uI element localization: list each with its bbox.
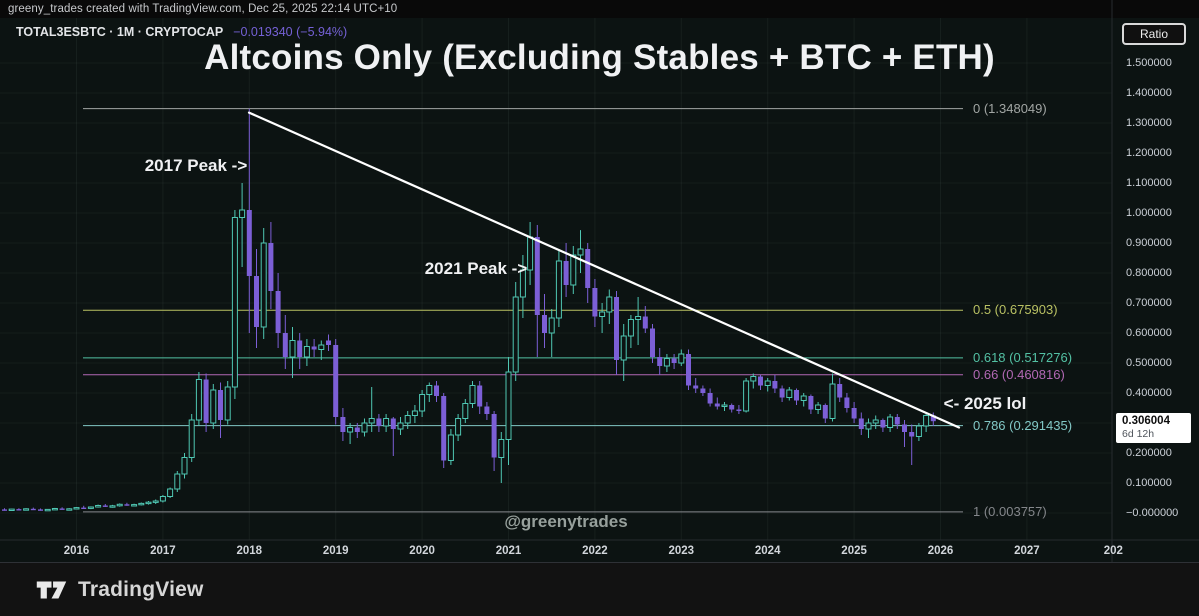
top-strip [0,0,1199,18]
tradingview-logo-text: TradingView [78,578,204,601]
price-axis-tick: 0.800000 [1126,267,1172,279]
symbol-change: −0.019340 (−5.94%) [233,25,348,39]
price-axis-tick: 0.100000 [1126,477,1172,489]
time-axis-tick: 2024 [754,545,781,557]
annotation-2021-peak: 2021 Peak -> [424,259,528,278]
time-axis-tick: 2023 [668,545,695,557]
time-axis-tick: 202 [1103,545,1123,557]
ratio-button[interactable]: Ratio [1122,23,1186,45]
bottom-bar: TradingView [0,562,1199,616]
fib-label-0.618: 0.618 (0.517276) [973,349,1073,365]
price-axis-tick: 1.400000 [1126,87,1172,99]
price-axis-tick: 0.400000 [1126,387,1172,399]
price-axis-tick: 0.900000 [1126,237,1172,249]
price-axis-tick: 0.200000 [1126,447,1172,459]
time-axis-tick: 2017 [150,545,176,557]
time-axis-tick: 2027 [1014,545,1040,557]
fib-label-0.5: 0.5 (0.675903) [973,302,1058,318]
fib-label-0.786: 0.786 (0.291435) [973,417,1073,433]
tradingview-logo[interactable]: TradingView [36,576,204,604]
price-axis-tick: 0.600000 [1126,327,1172,339]
watermark: @greenytrades [504,512,628,531]
time-axis-tick: 2018 [236,545,263,557]
price-axis-tick: 1.500000 [1126,57,1172,69]
time-axis-tick: 2021 [495,545,522,557]
fib-label-0.66: 0.66 (0.460816) [973,366,1065,382]
time-axis-tick: 2022 [582,545,608,557]
fib-label-1: 1 (0.003757) [973,503,1047,519]
tradingview-logo-icon [36,581,67,599]
attribution-text: greeny_trades created with TradingView.c… [8,3,398,15]
annotation-2025-lol: <- 2025 lol [943,394,1027,413]
time-axis-tick: 2019 [322,545,349,557]
last-price-label: 0.306004 6d 12h [1116,413,1191,443]
annotation-2017-peak: 2017 Peak -> [144,156,248,175]
price-axis-tick: 0.500000 [1126,357,1172,369]
price-axis-tick: 1.100000 [1126,177,1172,189]
time-axis-tick: 2020 [409,545,435,557]
price-axis-tick: 0.700000 [1126,297,1172,309]
price-axis-tick: 1.000000 [1126,207,1172,219]
price-axis-tick: −0.000000 [1126,507,1179,519]
symbol-title: TOTAL3ESBTC · 1M · CRYPTOCAP [16,25,224,39]
time-axis[interactable]: 2016 2017 2018 2019 2020 2021 2022 2023 2024 2025… [0,540,1123,562]
time-axis-tick: 2016 [63,545,90,557]
bar-close-countdown: 6d 12h [1122,428,1155,440]
last-price-value: 0.306004 [1122,415,1170,427]
price-axis-tick: 1.300000 [1126,117,1172,129]
symbol-info[interactable]: TOTAL3ESBTC · 1M · CRYPTOCAP −0.019340 (−… [16,25,347,39]
time-axis-tick: 2026 [927,545,954,557]
time-axis-tick: 2025 [841,545,867,557]
fib-label-0: 0 (1.348049) [973,100,1047,116]
price-axis-tick: 1.200000 [1126,147,1172,159]
